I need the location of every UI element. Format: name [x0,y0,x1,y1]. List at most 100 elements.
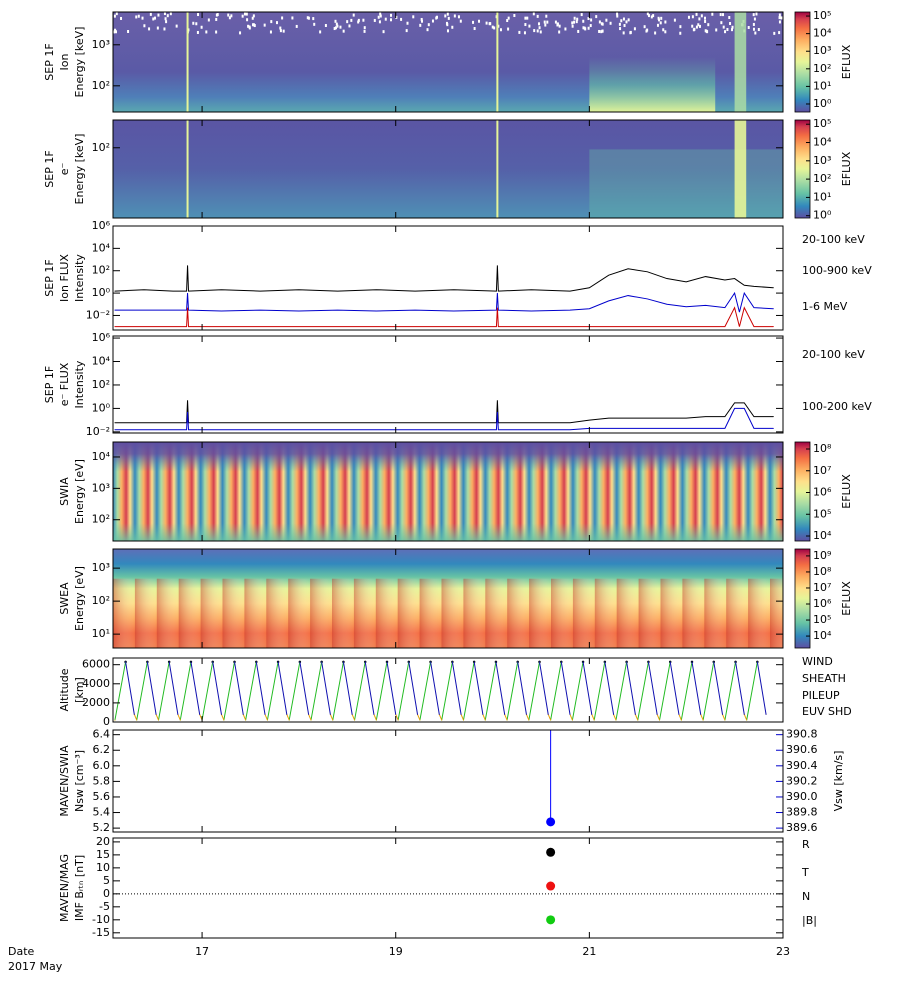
spectrogram-gap [629,31,632,35]
spectrogram-gap [390,13,393,17]
spectrogram-gap [166,14,169,18]
colorbar-tick-label: 10⁷ [813,464,831,477]
y-tick-label: -5 [99,900,110,913]
spectrogram-burst [589,57,716,112]
spectrogram-gap [319,30,322,34]
y-tick-label: 0 [103,715,110,728]
spectrogram-gap [539,30,542,34]
spectrogram-gap [747,25,750,29]
spectrogram-gap [526,16,529,20]
colorbar-label: EFLUX [840,581,853,616]
spectrogram-gap [137,14,140,18]
spectrogram-gap [489,22,492,26]
spectrogram-gap [228,16,231,20]
spectrogram-gap [427,23,430,27]
series-line [114,306,774,328]
spectrogram-gap [336,24,339,28]
spectrogram-gap [175,24,178,28]
spectrogram-gap [524,16,527,20]
spectrogram-gap [251,16,254,20]
spectrogram-gap [379,14,382,18]
colorbar [794,548,811,649]
spectrogram-gap [196,30,199,34]
spectrogram-gap [703,16,706,20]
spectrogram-gap [778,31,781,35]
series-line [114,400,774,424]
spectrogram-gap [697,23,700,27]
legend-label: EUV SHD [802,705,852,718]
y-axis-label: [km] [73,677,86,703]
spectrogram-gap [346,20,349,24]
colorbar-tick-label: 10⁸ [813,565,832,578]
spectrogram-gap [245,12,248,16]
colorbar-tick-label: 10⁶ [813,597,832,610]
spectrogram-gap [664,20,667,24]
legend-label: 20-100 keV [802,348,865,361]
y2-tick-label: 390.0 [786,790,818,803]
spectrogram-gap [660,16,663,20]
spectrogram-gap [773,31,776,35]
spectrogram-gap [523,31,526,35]
spectrogram-gap [248,25,251,29]
spectrogram-gap [754,31,757,35]
y-axis-label: SEP 1F [43,43,56,80]
y-tick-label: 5.2 [93,821,111,834]
spectrogram-gap [148,27,151,31]
spectrogram-gap [451,25,454,29]
y-axis-label: Nsw [cm⁻³] [73,750,86,812]
spectrogram-gap [275,21,278,25]
spectrogram-gap [558,30,561,34]
spectrogram-gap [153,16,156,20]
spectrogram-gap [239,31,242,35]
spectrogram-band [734,12,747,112]
spectrogram-gap [157,13,160,17]
spectrogram-gap [752,22,755,26]
spectrogram-gap [205,30,208,34]
spectrogram-gap [379,12,382,16]
spectrogram-gap [528,24,531,28]
spectrogram-gap [421,19,424,23]
colorbar-tick-label: 10² [813,62,831,75]
y-tick-label: 10³ [92,481,110,494]
spectrogram-gap [141,16,144,20]
spectrogram-gap [706,30,709,34]
point [546,847,556,857]
y-tick-label: 10⁰ [92,286,111,299]
x-axis-subtitle: 2017 May [8,960,63,973]
legend-label: SHEATH [802,672,846,685]
legend-label: 100-200 keV [802,400,872,413]
y-axis-label: Energy [eV] [73,566,86,631]
spectrogram-gap [457,15,460,19]
spectrogram-gap [573,20,576,24]
x-tick-label: 17 [195,945,209,958]
spectrogram-gap [227,13,230,17]
colorbar-tick-label: 10² [813,172,831,185]
spectrogram-gap [662,28,665,32]
spectrogram-gap [307,16,310,20]
spectrogram-gap [704,29,707,33]
series-line [114,713,767,721]
spectrogram-gap [619,27,622,31]
y-axis-label: e⁻ FLUX [58,362,71,406]
spectrogram-gap [269,30,272,34]
spectrogram-gap [241,14,244,18]
spectrogram-gap [625,20,628,24]
spectrogram-gap [363,29,366,33]
series-line [114,291,774,313]
spectrogram-gap [164,17,167,21]
y-axis-label: Ion [58,54,71,71]
colorbar-tick-label: 10⁰ [813,209,832,222]
spectrogram-gap [620,19,623,23]
spectrogram-gap [691,24,694,28]
y-axis-label: Ion FLUX [58,254,71,302]
y-tick-label: 10¹ [92,627,110,640]
spectrogram-gap [499,28,502,32]
spectrogram-gap [654,31,657,35]
legend-label: 1-6 MeV [802,300,848,313]
spectrogram-gap [698,24,701,28]
spectrogram-gap [623,24,626,28]
spectrogram-gap [295,24,298,28]
y-axis-label: Energy [eV] [73,459,86,524]
spectrogram-gap [622,31,625,35]
spectrogram-gap [251,23,254,27]
